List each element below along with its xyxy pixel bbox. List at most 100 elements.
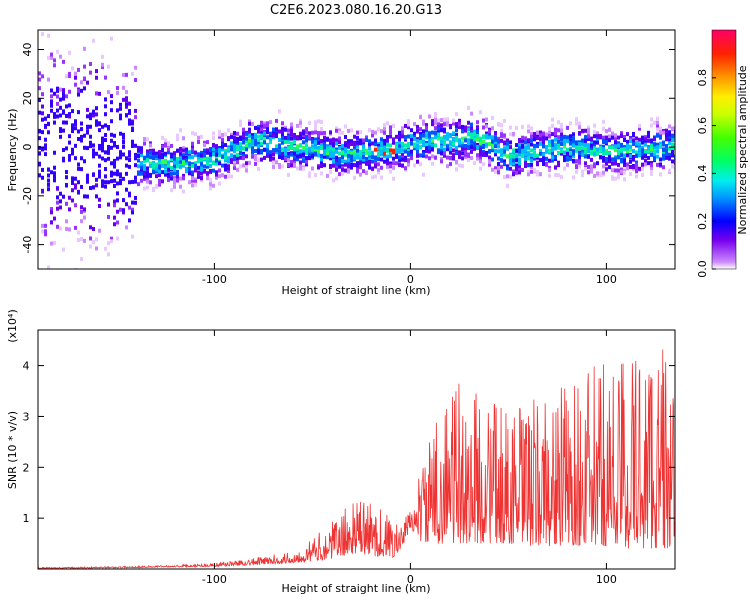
heatmap-cell [620, 152, 623, 157]
heatmap-cell [101, 156, 104, 161]
heatmap-cell [590, 136, 593, 141]
heatmap-cell [221, 144, 224, 149]
heatmap-cell [437, 121, 440, 126]
heatmap-cell [500, 134, 503, 139]
heatmap-cell [485, 150, 488, 155]
heatmap-cell [656, 149, 659, 154]
heatmap-cell [374, 130, 377, 135]
heatmap-cell [668, 132, 671, 137]
heatmap-cell [383, 154, 386, 159]
heatmap-cell [434, 126, 437, 131]
heatmap-cell [581, 169, 584, 174]
heatmap-cell [494, 137, 497, 142]
heatmap-cell [161, 170, 164, 175]
heatmap-cell [134, 163, 137, 168]
heatmap-cell [107, 90, 110, 95]
heatmap-cell [419, 127, 422, 132]
heatmap-cell [95, 151, 98, 156]
heatmap-cell [68, 140, 71, 145]
heatmap-cell [155, 169, 158, 174]
heatmap-cell [458, 155, 461, 160]
heatmap-cell [458, 138, 461, 143]
heatmap-cell [212, 147, 215, 152]
heatmap-cell [116, 169, 119, 174]
heatmap-cell [539, 136, 542, 141]
heatmap-cell [323, 130, 326, 135]
heatmap-cell [374, 138, 377, 143]
heatmap-cell [56, 108, 59, 113]
heatmap-cell [371, 141, 374, 146]
heatmap-cell [518, 157, 521, 162]
heatmap-cell [119, 178, 122, 183]
heatmap-cell [59, 105, 62, 110]
heatmap-cell [518, 170, 521, 175]
heatmap-cell [551, 132, 554, 137]
heatmap-cell [110, 161, 113, 166]
heatmap-cell [308, 174, 311, 179]
heatmap-cell [407, 158, 410, 163]
heatmap-cell [434, 111, 437, 116]
heatmap-cell [359, 150, 362, 155]
heatmap-cell [362, 151, 365, 156]
heatmap-cell [671, 159, 674, 164]
heatmap-cell [245, 154, 248, 159]
heatmap-cell [386, 158, 389, 163]
heatmap-cell [368, 165, 371, 170]
heatmap-cell [113, 183, 116, 188]
heatmap-cell [497, 168, 500, 173]
heatmap-cell [224, 163, 227, 168]
heatmap-cell [650, 139, 653, 144]
heatmap-y-tick-label: 20 [21, 91, 34, 105]
heatmap-cell [167, 163, 170, 168]
heatmap-cell [620, 169, 623, 174]
heatmap-cell [332, 160, 335, 165]
heatmap-cell [233, 143, 236, 148]
heatmap-cell [419, 144, 422, 149]
heatmap-cell [560, 137, 563, 142]
heatmap-cell [605, 129, 608, 134]
heatmap-cell [113, 271, 116, 275]
heatmap-cell [452, 155, 455, 160]
heatmap-cell [344, 141, 347, 146]
heatmap-cell [344, 168, 347, 173]
heatmap-cell [419, 139, 422, 144]
heatmap-cell [458, 118, 461, 123]
heatmap-cell [335, 149, 338, 154]
heatmap-cell [74, 126, 77, 131]
heatmap-cell [461, 144, 464, 149]
heatmap-cell [566, 125, 569, 130]
heatmap-cell [56, 86, 59, 91]
heatmap-cell [668, 146, 671, 151]
heatmap-cell [602, 138, 605, 143]
heatmap-cell [191, 178, 194, 183]
heatmap-cell [89, 134, 92, 139]
heatmap-cell [47, 187, 50, 192]
heatmap-cell [590, 157, 593, 162]
heatmap-cell [590, 151, 593, 156]
heatmap-cell [578, 155, 581, 160]
heatmap-cell [98, 122, 101, 127]
heatmap-cell [398, 130, 401, 135]
heatmap-cell [92, 226, 95, 231]
heatmap-cell [431, 147, 434, 152]
heatmap-cell [122, 85, 125, 90]
heatmap-cell [407, 144, 410, 149]
heatmap-cell [590, 143, 593, 148]
heatmap-cell [95, 122, 98, 127]
heatmap-cell [149, 143, 152, 148]
heatmap-cell [53, 240, 56, 245]
heatmap-cell [173, 151, 176, 156]
heatmap-cell [494, 130, 497, 135]
heatmap-cell [602, 170, 605, 175]
heatmap-cell [215, 161, 218, 166]
heatmap-cell [476, 120, 479, 125]
heatmap-cell [560, 128, 563, 133]
heatmap-cell [287, 128, 290, 133]
heatmap-cell [203, 152, 206, 157]
heatmap-cell [188, 180, 191, 185]
heatmap-cell [50, 55, 53, 60]
heatmap-cell [104, 180, 107, 185]
heatmap-cell [83, 64, 86, 69]
heatmap-cell [68, 157, 71, 162]
